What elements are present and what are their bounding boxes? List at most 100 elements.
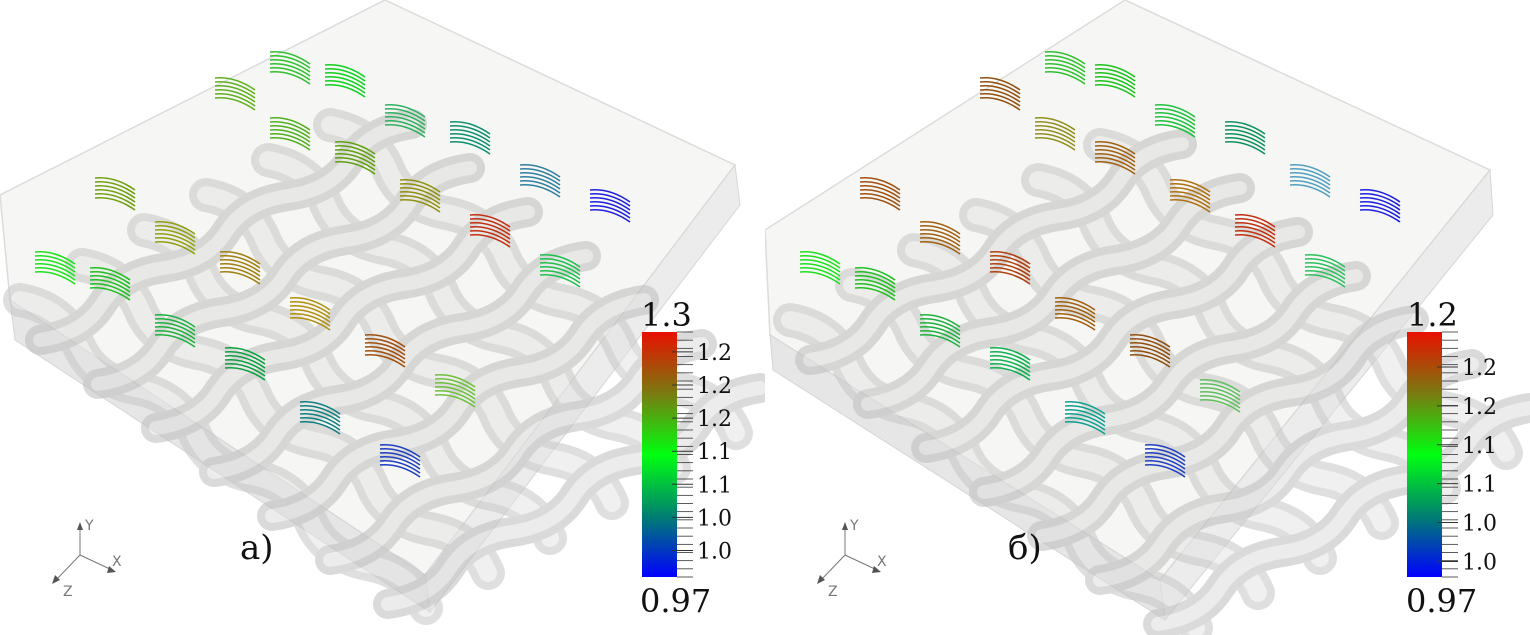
particle-streak: [1034, 116, 1076, 151]
streak-line: [854, 270, 896, 285]
streak-line: [434, 393, 476, 408]
particle-streak: [854, 266, 896, 301]
streak-line: [1064, 412, 1106, 427]
streak-line: [859, 196, 901, 211]
streak-line: [89, 266, 131, 281]
particle-streak: [979, 76, 1021, 111]
render-view-a: 1.2 1.2 1.2 1.1 1.1 1.0 1.0 X Y Z: [0, 0, 765, 625]
streak-line: [1169, 178, 1211, 193]
streak-line: [1169, 186, 1211, 201]
streak-line: [364, 353, 406, 368]
streak-line: [919, 232, 961, 247]
streak-line: [1044, 70, 1086, 85]
streak-line: [399, 198, 441, 213]
streak-line: [1129, 337, 1171, 352]
streak-line: [989, 346, 1031, 361]
streak-line: [379, 459, 421, 474]
streak-line: [1304, 269, 1346, 284]
streak-line: [1154, 103, 1196, 118]
streak-line: [589, 196, 631, 211]
streak-line: [214, 76, 256, 91]
colorbar-tick-label: 1.0: [1462, 512, 1497, 537]
streak-line: [224, 366, 266, 381]
streak-line: [269, 124, 311, 139]
streak-line: [224, 346, 266, 361]
colorbar-min-label: 0.97: [1406, 582, 1478, 620]
streak-line: [519, 183, 561, 198]
colorbar-tick-label: 1.0: [697, 506, 732, 531]
streak-line: [989, 350, 1031, 365]
streak-line: [519, 179, 561, 194]
particle-streak: [214, 76, 256, 111]
colorbar-tick-label: 1.2: [697, 407, 732, 432]
streak-line: [269, 66, 311, 81]
streak-line: [1054, 300, 1096, 315]
streak-line: [214, 92, 256, 107]
colorbar-tick-label: 1.2: [1462, 395, 1497, 420]
streak-line: [1034, 128, 1076, 143]
particle-streak: [1169, 178, 1211, 213]
streak-line: [269, 62, 311, 77]
streak-line: [34, 270, 76, 285]
streak-line: [469, 225, 511, 240]
tube-highlight: [33, 117, 419, 347]
streak-line: [1034, 136, 1076, 151]
streak-line: [154, 220, 196, 235]
streak-line: [989, 270, 1031, 285]
streak-line: [334, 140, 376, 155]
streak-line: [1144, 455, 1186, 470]
streak-line: [989, 362, 1031, 377]
streak-line: [399, 178, 441, 193]
streak-line: [979, 76, 1021, 91]
streak-line: [449, 132, 491, 147]
particle-streak: [89, 266, 131, 301]
streak-line: [539, 253, 581, 268]
streak-line: [89, 270, 131, 285]
streak-line: [1224, 124, 1266, 139]
streak-line: [154, 240, 196, 255]
orientation-axes: X Y Z: [52, 518, 122, 600]
streak-line: [334, 160, 376, 175]
streak-line: [989, 366, 1031, 381]
streak-line: [219, 262, 261, 277]
streak-line: [1199, 386, 1241, 401]
streak-line: [1094, 148, 1136, 163]
streak-line: [1234, 217, 1276, 232]
streak-line: [1224, 132, 1266, 147]
streak-line: [434, 373, 476, 388]
particle-streak: [219, 250, 261, 285]
particle-streak: [34, 250, 76, 285]
streak-line: [379, 455, 421, 470]
streak-line: [324, 79, 366, 94]
streak-line: [989, 358, 1031, 373]
streak-line: [859, 188, 901, 203]
colorbar-max-label: 1.3: [641, 296, 692, 334]
streak-line: [799, 270, 841, 285]
streak-line: [519, 175, 561, 190]
panel-label: б): [1008, 528, 1042, 568]
streak-line: [384, 123, 426, 138]
streak-line: [589, 208, 631, 223]
streak-line: [1154, 115, 1196, 130]
streak-line: [1224, 136, 1266, 151]
streak-line: [1034, 132, 1076, 147]
streak-line: [94, 196, 136, 211]
streak-line: [269, 50, 311, 65]
streak-line: [919, 317, 961, 332]
streak-line: [384, 111, 426, 126]
streak-line: [1054, 308, 1096, 323]
streak-line: [289, 296, 331, 311]
particle-streak: [299, 400, 341, 435]
particle-streak: [1054, 296, 1096, 331]
streak-line: [1094, 156, 1136, 171]
streak-line: [289, 316, 331, 331]
y-axis-label: Y: [849, 518, 859, 534]
streak-line: [154, 224, 196, 239]
streak-line: [384, 107, 426, 122]
colorbar-tick-label: 1.0: [697, 540, 732, 565]
particle-streak: [269, 116, 311, 151]
particle-streak: [989, 250, 1031, 285]
particle-streak: [989, 346, 1031, 381]
streak-line: [1359, 196, 1401, 211]
